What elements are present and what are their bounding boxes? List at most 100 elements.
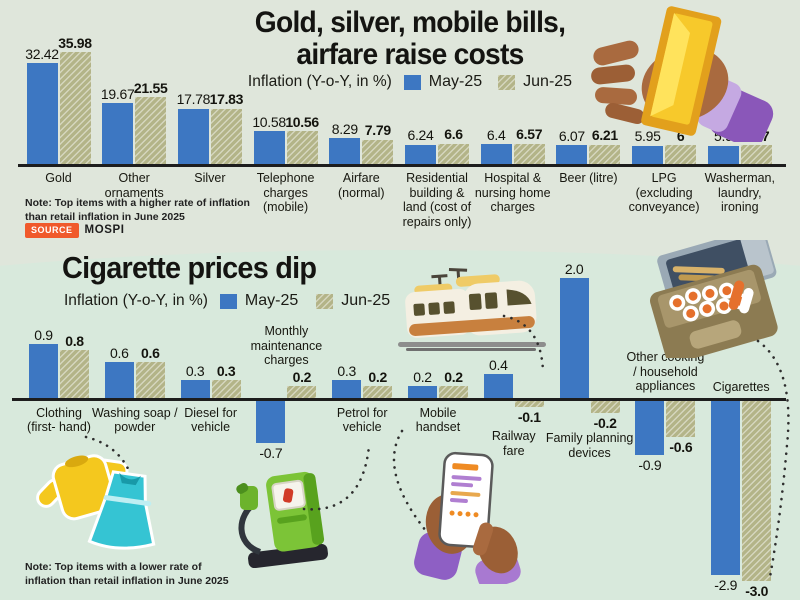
bar-jun25-3 (210, 108, 242, 164)
bar-jun25-6 (439, 386, 468, 398)
category-label-5: Airfare (normal) (338, 171, 385, 200)
source-badge: SOURCE (25, 223, 79, 238)
value-label-jun25-5: 0.2 (368, 368, 387, 385)
open-cigarette-pack-illustration (636, 240, 796, 358)
value-label-jun25-4: 0.2 (292, 368, 312, 385)
bar-may25-10 (707, 145, 739, 164)
category-label-10: Cigarettes (712, 380, 770, 394)
bottom-note: Note: Top items with a lower rate of inf… (25, 561, 229, 588)
top-note-line1: Note: Top items with a higher rate of in… (25, 197, 250, 209)
tram-illustration (396, 262, 548, 358)
sweater-and-dress-illustration (34, 446, 172, 561)
value-label-jun25-3: 17.83 (209, 91, 244, 108)
bar-may25-7 (483, 374, 513, 398)
bar-jun25-3 (211, 380, 241, 398)
bar-may25-9 (635, 400, 665, 455)
value-label-jun25-2: 0.6 (141, 344, 160, 361)
category-label-5: Petrol for vehicle (336, 405, 388, 435)
bar-may25-5 (329, 138, 361, 164)
value-label-may25-8: 6.07 (558, 127, 585, 144)
category-label-9: LPG (excluding conveyance) (628, 171, 700, 214)
may-swatch-icon (219, 293, 237, 309)
bar-jun25-7 (513, 143, 545, 164)
category-label-6: Mobile handset (415, 405, 461, 435)
value-label-may25-10: -2.9 (714, 576, 738, 593)
bar-jun25-5 (363, 386, 393, 398)
top-title-line1: Gold, silver, mobile bills, (254, 6, 566, 39)
top-title-line2: airfare raise costs (296, 38, 524, 72)
value-label-may25-2: 0.6 (110, 344, 129, 361)
bar-may25-4 (256, 400, 286, 443)
bottom-note-line2: inflation than retail inflation in June … (25, 574, 229, 587)
fuel-pump-illustration (230, 460, 338, 568)
bottom-chart-legend: Inflation (Y-o-Y, in %) May-25 Jun-25 (64, 292, 390, 310)
category-label-8: Family planning devices (545, 431, 634, 460)
category-label-1: Gold (45, 171, 72, 185)
source-row: SOURCE MOSPI (25, 223, 125, 238)
category-label-4: Telephone charges (mobile) (256, 171, 315, 214)
bar-may25-7 (480, 144, 512, 164)
value-label-jun25-2: 21.55 (133, 79, 168, 96)
top-chart-legend: Inflation (Y-o-Y, in %) May-25 Jun-25 (130, 73, 690, 91)
may-swatch-icon (403, 74, 421, 90)
value-label-may25-3: 17.78 (176, 91, 211, 108)
value-label-jun25-4: 10.56 (285, 113, 319, 130)
value-label-jun25-8: 6.21 (591, 127, 618, 144)
value-label-may25-5: 0.3 (337, 362, 356, 379)
bar-jun25-2 (135, 362, 165, 398)
source-name: MOSPI (84, 224, 125, 237)
bar-jun25-2 (135, 97, 167, 164)
jun-swatch-icon (316, 293, 334, 309)
bar-jun25-1 (60, 350, 89, 398)
category-label-7: Railway fare (491, 429, 536, 458)
category-label-4: Monthly maintenance charges (250, 324, 323, 367)
top-note-line2: than retail inflation in June 2025 (25, 210, 185, 223)
may-legend-label: May-25 (428, 73, 483, 90)
bar-jun25-6 (438, 143, 469, 164)
bar-may25-3 (180, 380, 210, 398)
value-label-jun25-7: -0.1 (517, 408, 541, 425)
category-label-3: Diesel for vehicle (184, 405, 237, 435)
top-chart-title: Gold, silver, mobile bills, airfare rais… (147, 6, 673, 72)
top-note: Note: Top items with a higher rate of in… (25, 197, 250, 224)
value-label-jun25-6: 6.6 (444, 126, 463, 143)
top-axis-line (18, 164, 786, 167)
value-label-may25-1: 0.9 (34, 326, 53, 343)
hands-holding-phone-illustration (414, 448, 522, 584)
value-label-jun25-6: 0.2 (444, 368, 463, 385)
bar-may25-1 (29, 344, 58, 398)
top-chart-subtitle: Inflation (Y-o-Y, in %) (247, 73, 392, 90)
bar-may25-6 (405, 144, 436, 164)
value-label-may25-9: 5.95 (634, 128, 661, 145)
bar-may25-5 (332, 380, 362, 398)
bar-jun25-8 (590, 400, 620, 413)
value-label-jun25-8: -0.2 (593, 414, 617, 431)
category-label-2: Other ornaments (104, 171, 164, 200)
category-label-8: Beer (litre) (559, 171, 618, 185)
bar-jun25-4 (287, 386, 317, 398)
bar-may25-10 (711, 400, 741, 575)
category-label-6: Residential building & land (cost of repair… (402, 171, 472, 229)
bar-may25-3 (177, 108, 209, 164)
value-label-may25-2: 19.67 (100, 85, 135, 102)
value-label-jun25-3: 0.3 (216, 362, 236, 379)
value-label-may25-3: 0.3 (185, 362, 205, 379)
bottom-axis-line (12, 398, 786, 401)
bar-may25-8 (559, 278, 589, 398)
bar-jun25-1 (59, 52, 91, 164)
bar-jun25-9 (665, 145, 697, 164)
bottom-chart-subtitle: Inflation (Y-o-Y, in %) (64, 292, 208, 309)
jun-legend-label: Jun-25 (341, 292, 391, 309)
value-label-may25-4: 10.58 (252, 113, 286, 130)
bar-jun25-8 (589, 144, 621, 164)
bar-jun25-4 (286, 131, 318, 164)
value-label-jun25-7: 6.57 (516, 126, 543, 143)
value-label-may25-6: 0.2 (413, 368, 432, 385)
value-label-jun25-9: -0.6 (669, 438, 693, 455)
value-label-may25-1: 32.42 (25, 45, 59, 62)
value-label-may25-5: 8.29 (331, 120, 358, 137)
value-label-may25-4: -0.7 (259, 444, 283, 461)
hand-holding-gold-bar-illustration (585, 2, 790, 142)
value-label-jun25-9: 6 (676, 127, 685, 144)
